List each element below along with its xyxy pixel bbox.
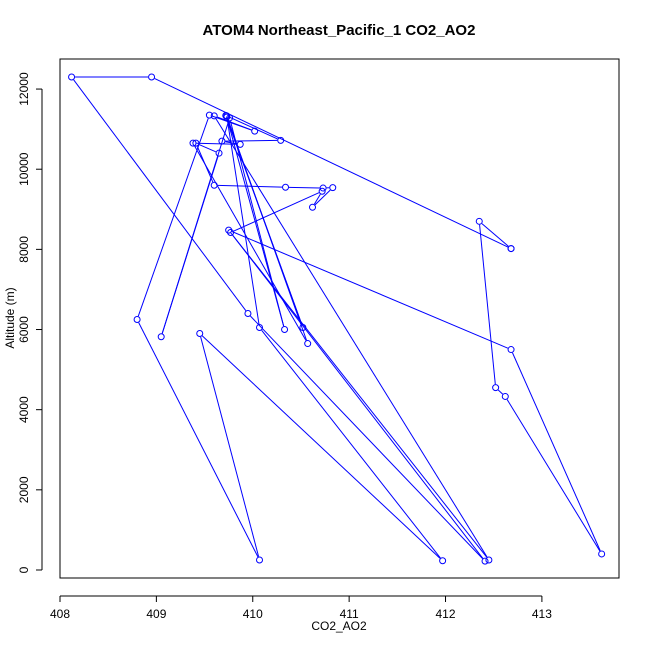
series-line-segment	[200, 336, 260, 557]
series-line-segment	[227, 120, 303, 325]
series-line-segment	[289, 186, 320, 189]
data-point	[309, 203, 317, 211]
series-line-segment	[506, 399, 601, 552]
data-point	[277, 136, 285, 144]
data-point	[501, 392, 509, 400]
data-point	[485, 556, 493, 564]
y-tick-label: 4000	[17, 396, 31, 423]
x-tick-label: 409	[146, 607, 166, 621]
data-point	[256, 324, 264, 332]
series-line-segment	[215, 118, 488, 558]
data-point	[133, 316, 141, 324]
x-axis-label: CO2_AO2	[311, 619, 367, 633]
data-point	[157, 333, 165, 341]
data-point	[507, 245, 515, 253]
data-point	[481, 557, 489, 565]
series-line-segment	[217, 184, 283, 188]
series-line-segment	[225, 139, 278, 142]
series-line-segment	[261, 329, 441, 559]
data-point	[148, 73, 156, 81]
data-point	[319, 184, 327, 192]
data-point	[68, 73, 76, 81]
series-line-segment	[73, 79, 247, 311]
data-point	[215, 149, 223, 157]
series-line-segment	[137, 118, 209, 317]
data-point	[218, 137, 226, 145]
data-point	[439, 557, 447, 565]
y-axis: 0 2000 4000 6000 8000 10000 12000	[17, 72, 43, 573]
series-line-segment	[154, 78, 509, 248]
series-line-segment	[194, 145, 307, 341]
x-tick-label: 410	[243, 607, 263, 621]
data-point	[189, 139, 197, 147]
series-line-segment	[231, 231, 509, 349]
series-line-segment	[225, 141, 237, 145]
series-line-segment	[497, 389, 504, 395]
data-point	[256, 556, 264, 564]
data-point	[226, 114, 234, 122]
x-tick-label: 412	[436, 607, 456, 621]
y-tick-label: 0	[17, 566, 31, 573]
data-point	[318, 187, 326, 195]
series-line-segment	[228, 116, 278, 140]
data-point	[210, 181, 218, 189]
data-point	[282, 183, 290, 191]
data-point	[475, 217, 483, 225]
y-tick-label: 10000	[17, 152, 31, 186]
x-axis: 408 409 410 411 412 413	[50, 595, 552, 621]
y-tick-label: 6000	[17, 316, 31, 343]
series-line-segment	[314, 189, 331, 206]
series-line-segment	[201, 335, 441, 559]
data-point	[192, 139, 200, 147]
data-point	[507, 346, 515, 354]
data-point	[244, 309, 252, 317]
data-point	[222, 112, 230, 120]
series-line-segment	[212, 115, 252, 131]
y-tick-label: 12000	[17, 72, 31, 106]
series-line-segment	[313, 193, 321, 205]
series-line-segment	[196, 142, 237, 145]
chart-title: ATOM4 Northeast_Pacific_1 CO2_AO2	[203, 22, 476, 39]
series-layer	[68, 73, 606, 565]
data-point	[210, 112, 218, 120]
series-line-segment	[196, 146, 214, 183]
data-point	[251, 127, 259, 135]
series-line-segment	[481, 223, 509, 247]
data-point	[304, 340, 312, 348]
series-line-segment	[233, 192, 320, 232]
series-line-segment	[198, 144, 217, 153]
x-tick-label: 408	[50, 607, 70, 621]
x-tick-label: 413	[532, 607, 552, 621]
data-point	[227, 229, 235, 237]
data-point	[329, 184, 337, 192]
data-point	[598, 550, 606, 558]
y-tick-label: 8000	[17, 236, 31, 263]
y-tick-label: 2000	[17, 476, 31, 503]
data-point	[205, 111, 213, 119]
series-line-segment	[479, 224, 496, 385]
series-line-segment	[232, 234, 484, 559]
data-point	[196, 330, 204, 338]
series-line-segment	[138, 322, 259, 558]
data-point	[492, 384, 500, 392]
data-point	[223, 113, 231, 121]
data-point	[299, 324, 307, 332]
series-line-segment	[161, 156, 219, 334]
plot-frame	[59, 58, 620, 579]
series-line-segment	[226, 119, 260, 325]
series-line-segment	[230, 232, 488, 558]
series-line-segment	[249, 315, 483, 559]
y-axis-label: Altitude (m)	[3, 287, 17, 348]
series-line-segment	[230, 121, 285, 327]
data-point	[236, 140, 244, 148]
data-point	[281, 326, 289, 334]
x-tick-label: 411	[340, 607, 359, 621]
series-line-segment	[512, 352, 601, 551]
